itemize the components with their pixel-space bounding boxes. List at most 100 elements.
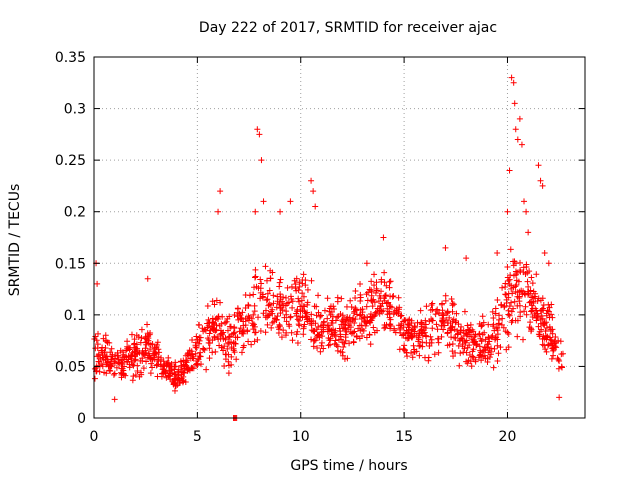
data-point [147,329,154,336]
data-point [245,302,252,309]
data-point [289,304,296,311]
data-point [242,304,249,311]
data-point [308,277,315,284]
data-point [113,364,120,371]
data-point [197,353,204,360]
data-point [352,294,359,301]
data-point [248,341,255,348]
y-tick-label: 0.25 [55,153,86,169]
data-point [238,349,245,356]
data-point [508,282,515,289]
outlier-point [511,100,518,107]
chart-title: Day 222 of 2017, SRMTID for receiver aja… [199,20,497,36]
data-point [138,335,145,342]
data-point [147,370,154,377]
data-point [442,292,449,299]
data-point [476,330,483,337]
data-point [313,303,320,310]
data-point [216,322,223,329]
data-point [252,273,259,280]
outlier-point [556,394,563,401]
data-point [296,283,303,290]
data-point [416,343,423,350]
data-point [422,317,429,324]
data-point [454,331,461,338]
data-point [466,333,473,340]
data-point [326,337,333,344]
data-point [449,302,456,309]
data-point [293,287,300,294]
data-point [429,325,436,332]
data-point [457,329,464,336]
data-point [555,365,562,372]
data-point [255,314,262,321]
data-point [481,344,488,351]
data-point [286,323,293,330]
data-point [303,313,310,320]
data-point [300,271,307,278]
data-point [304,286,311,293]
data-point [457,350,464,357]
outlier-point [144,275,151,282]
data-point [154,361,161,368]
data-point [266,311,273,318]
data-point [132,372,139,379]
data-point [386,321,393,328]
data-point [386,284,393,291]
data-point [411,323,418,330]
data-point [442,297,449,304]
data-point [225,351,232,358]
data-point [494,324,501,331]
data-point [419,332,426,339]
data-point [128,331,135,338]
data-point [370,324,377,331]
data-point [332,317,339,324]
data-point [509,317,516,324]
data-point [206,345,213,352]
data-point [382,292,389,299]
data-point [226,339,233,346]
data-point [101,349,108,356]
data-point [154,339,161,346]
outlier-point [94,280,101,287]
data-point [252,266,259,273]
data-point [548,311,555,318]
data-point [166,363,173,370]
data-point [433,321,440,328]
data-point [367,314,374,321]
data-point [264,321,271,328]
data-point [185,349,192,356]
data-point [212,316,219,323]
data-point [304,301,311,308]
data-point [246,292,253,299]
data-point [107,368,114,375]
data-point [418,329,425,336]
data-point [328,327,335,334]
data-point [548,355,555,362]
data-point [529,280,536,287]
data-point [262,314,269,321]
data-point [406,326,413,333]
data-point [160,358,167,365]
data-point [480,347,487,354]
data-point [407,332,414,339]
data-point [549,326,556,333]
data-point [551,340,558,347]
data-point [300,293,307,300]
data-point [352,287,359,294]
y-tick-label: 0 [77,411,86,427]
data-point [234,313,241,320]
data-point [556,357,563,364]
data-point [527,319,534,326]
outlier-point [256,131,263,138]
data-point [153,362,160,369]
data-point [455,321,462,328]
data-point [438,333,445,340]
data-point [510,305,517,312]
data-point [250,321,257,328]
data-point [490,315,497,322]
data-point [346,322,353,329]
data-point [266,287,273,294]
data-point [270,292,277,299]
data-point [367,341,374,348]
